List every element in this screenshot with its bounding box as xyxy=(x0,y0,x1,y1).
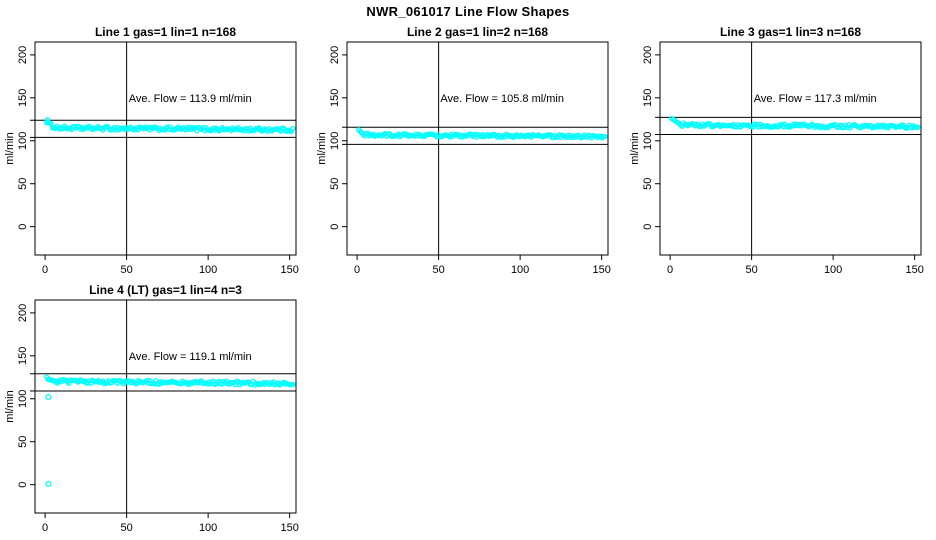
plot-title: Line 4 (LT) gas=1 lin=4 n=3 xyxy=(89,283,242,297)
x-tick-label: 0 xyxy=(667,264,673,276)
outlier-point xyxy=(45,480,52,487)
y-tick-label: 0 xyxy=(17,482,29,488)
figure-title: NWR_061017 Line Flow Shapes xyxy=(366,4,570,19)
x-tick-label: 50 xyxy=(120,264,132,276)
plot-title: Line 3 gas=1 lin=3 n=168 xyxy=(720,25,861,39)
outlier-point xyxy=(45,394,52,401)
y-tick-label: 150 xyxy=(329,89,341,107)
y-axis-label: ml/min xyxy=(316,132,328,164)
outlier-point xyxy=(44,117,51,124)
subplot-line-4: 0 50 100 150 0 50 100 150 200 ml/min Line 4 (LT) g… xyxy=(4,283,299,534)
y-tick-label: 100 xyxy=(329,132,341,150)
avg-flow-annotation: Ave. Flow = 113.9 ml/min xyxy=(129,93,252,105)
flow-point xyxy=(290,381,296,388)
x-tick-label: 150 xyxy=(280,264,298,276)
x-tick-label: 100 xyxy=(824,264,842,276)
flow-point xyxy=(290,125,296,132)
y-tick-label: 150 xyxy=(17,89,29,107)
x-tick-label: 0 xyxy=(42,264,48,276)
y-tick-label: 200 xyxy=(329,46,341,64)
subplot-line-3: 0 50 100 150 0 50 100 150 200 ml/min Line 3 gas=1 … xyxy=(629,25,924,276)
x-tick-label: 100 xyxy=(199,264,217,276)
x-tick-label: 50 xyxy=(745,264,757,276)
y-tick-label: 50 xyxy=(642,178,654,190)
subplot-line-1: 0 50 100 150 0 50 100 150 200 ml/min Line 1 gas=1 … xyxy=(4,25,299,276)
y-axis-label: ml/min xyxy=(4,132,16,164)
y-tick-label: 100 xyxy=(17,132,29,150)
x-tick-label: 150 xyxy=(280,522,298,534)
x-tick-label: 100 xyxy=(511,264,529,276)
y-tick-label: 0 xyxy=(642,224,654,230)
x-tick-label: 100 xyxy=(199,522,217,534)
plot-title: Line 2 gas=1 lin=2 n=168 xyxy=(407,25,548,39)
y-tick-label: 100 xyxy=(17,390,29,408)
y-tick-label: 100 xyxy=(642,132,654,150)
x-tick-label: 150 xyxy=(592,264,610,276)
y-tick-label: 150 xyxy=(642,89,654,107)
data-points xyxy=(669,115,921,131)
plot-box xyxy=(346,41,609,256)
x-tick-label: 0 xyxy=(354,264,360,276)
y-axis-label: ml/min xyxy=(629,132,641,164)
data-points xyxy=(44,374,296,487)
plot-box xyxy=(34,41,297,256)
y-tick-label: 50 xyxy=(17,178,29,190)
plot-box xyxy=(34,299,297,514)
x-tick-label: 0 xyxy=(42,522,48,534)
flow-point xyxy=(915,124,921,130)
y-tick-label: 50 xyxy=(329,178,341,190)
y-axis-label: ml/min xyxy=(4,390,16,422)
x-tick-label: 50 xyxy=(120,522,132,534)
x-tick-label: 150 xyxy=(905,264,923,276)
x-tick-label: 50 xyxy=(432,264,444,276)
y-tick-label: 200 xyxy=(17,304,29,322)
avg-flow-annotation: Ave. Flow = 105.8 ml/min xyxy=(440,93,564,105)
subplot-line-2: 0 50 100 150 0 50 100 150 200 ml/min Line 2 gas=1 … xyxy=(316,25,611,276)
data-points xyxy=(44,117,296,135)
data-points xyxy=(356,127,608,141)
flow-point xyxy=(602,133,608,140)
y-tick-label: 50 xyxy=(17,436,29,448)
avg-flow-annotation: Ave. Flow = 119.1 ml/min xyxy=(129,351,252,363)
avg-flow-annotation: Ave. Flow = 117.3 ml/min xyxy=(754,93,877,105)
y-tick-label: 0 xyxy=(329,224,341,230)
plot-title: Line 1 gas=1 lin=1 n=168 xyxy=(95,25,236,39)
y-tick-label: 200 xyxy=(642,46,654,64)
y-tick-label: 200 xyxy=(17,46,29,64)
plot-box xyxy=(659,41,922,256)
y-tick-label: 150 xyxy=(17,347,29,365)
y-tick-label: 0 xyxy=(17,224,29,230)
